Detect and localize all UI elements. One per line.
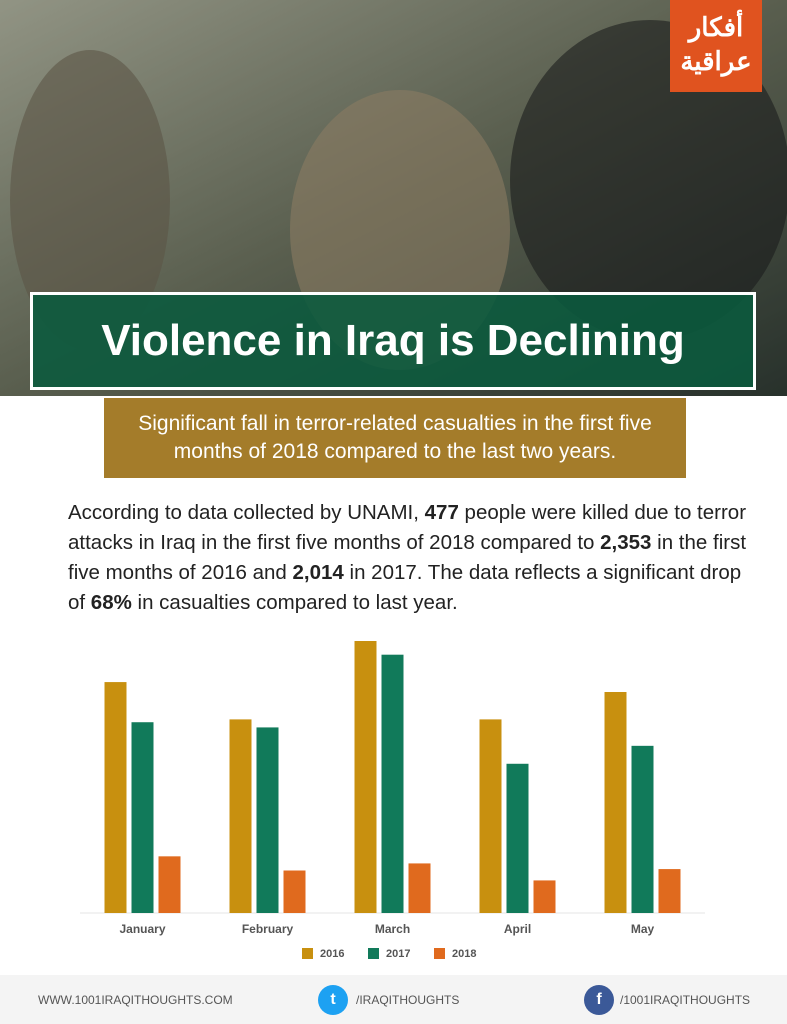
legend-label: 2018 — [452, 948, 476, 960]
bar — [131, 722, 154, 913]
footer: WWW.1001IRAQITHOUGHTS.COM t /IRAQITHOUGH… — [0, 975, 787, 1024]
legend-label: 2017 — [386, 948, 410, 960]
intro-run: in casualties compared to last year. — [131, 591, 458, 614]
twitter-icon: t — [318, 985, 348, 1015]
intro-run: 2,353 — [600, 531, 652, 554]
facebook-handle: /1001IRAQITHOUGHTS — [620, 993, 751, 1007]
legend-swatch — [368, 948, 379, 959]
chart: January February March April May 2016 2017 2018 — [80, 641, 705, 960]
header-photo — [0, 0, 787, 396]
title: Violence in Iraq is Declining — [30, 292, 756, 390]
subtitle: Significant fall in terror-related casua… — [104, 398, 686, 478]
legend-label: 2016 — [320, 948, 344, 960]
intro-run: 68% — [90, 591, 132, 614]
bar — [604, 692, 627, 913]
bar — [533, 880, 556, 913]
x-tick-label: January — [119, 922, 165, 936]
facebook-icon: f — [584, 985, 614, 1015]
intro-run: people were killed due to terror attacks… — [68, 501, 747, 554]
intro-run: in 2017. The data reflects a significant… — [68, 561, 742, 614]
intro-run: According to data collected by UNAMI, — [68, 501, 425, 524]
bar — [229, 719, 252, 913]
bar — [506, 763, 529, 913]
intro-run: 477 — [424, 501, 459, 524]
intro-paragraph: According to data collected by UNAMI, 47… — [68, 498, 748, 618]
bar — [408, 863, 431, 913]
bar — [354, 641, 377, 913]
bar — [104, 682, 127, 913]
x-tick-label: May — [631, 922, 655, 936]
bar — [479, 719, 502, 913]
website: WWW.1001IRAQITHOUGHTS.COM — [38, 993, 233, 1007]
legend-swatch — [302, 948, 313, 959]
bar — [283, 870, 306, 913]
twitter-handle: /IRAQITHOUGHTS — [356, 993, 460, 1007]
bar — [658, 869, 681, 913]
logo: أفكار عراقية — [670, 0, 762, 92]
bar — [381, 654, 404, 913]
bar — [158, 856, 181, 913]
bar — [631, 745, 654, 913]
x-tick-label: March — [375, 922, 410, 936]
x-tick-label: April — [504, 922, 531, 936]
bar — [256, 727, 279, 913]
legend-swatch — [434, 948, 445, 959]
x-tick-label: February — [242, 922, 294, 936]
intro-run: 2,014 — [292, 561, 344, 584]
intro-run: in the first five months of 2016 and — [68, 531, 747, 584]
